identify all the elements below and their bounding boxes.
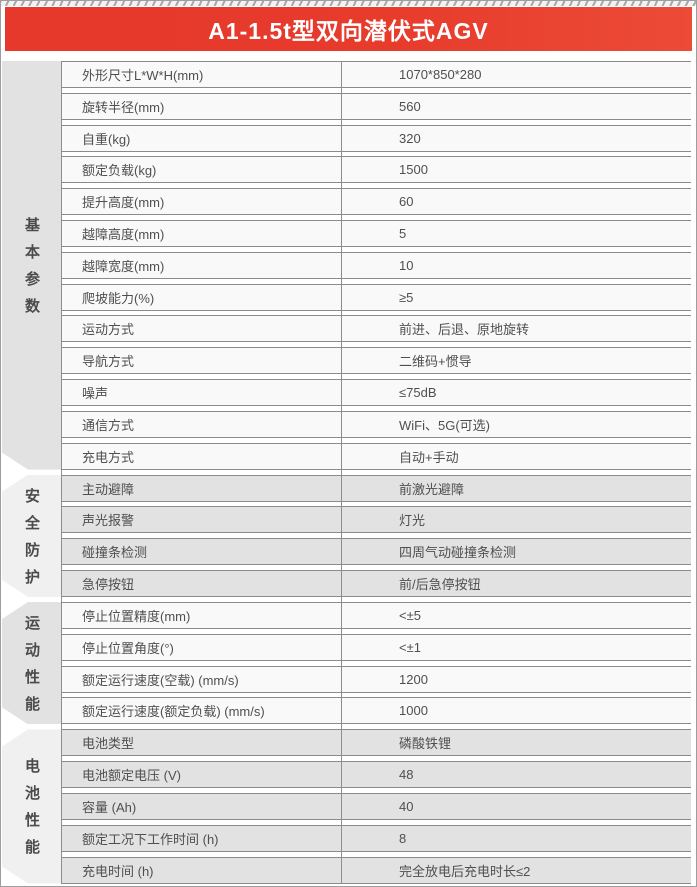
column-divider-line: [341, 61, 342, 884]
spec-table: 基本参数 外形尺寸L*W*H(mm) 1070*850*280 旋转半径(mm)…: [2, 57, 691, 884]
spec-label: 声光报警: [82, 513, 135, 529]
spec-label: 额定运行速度(额定负载) (mm/s): [82, 704, 265, 720]
spec-label: 提升高度(mm): [82, 195, 165, 211]
table-row: 提升高度(mm) 60: [62, 188, 691, 216]
table-row: 额定工况下工作时间 (h) 8: [62, 824, 691, 852]
rows-basic-params: 外形尺寸L*W*H(mm) 1070*850*280 旋转半径(mm) 560 …: [62, 61, 691, 470]
spec-value: <±5: [399, 607, 421, 623]
spec-label: 自重(kg): [82, 131, 131, 147]
spec-value: 60: [399, 194, 414, 210]
table-row: 噪声 ≤75dB: [62, 378, 691, 406]
spec-label: 主动避障: [82, 481, 135, 497]
table-row: 通信方式 WiFi、5G(可选): [62, 410, 691, 438]
table-row: 外形尺寸L*W*H(mm) 1070*850*280: [62, 61, 691, 88]
spec-value: 四周气动碰撞条检测: [399, 545, 517, 561]
spec-value: 前/后急停按钮: [399, 576, 481, 592]
spec-label: 额定负载(kg): [82, 163, 157, 179]
section-safety: 安全防护 主动避障 前激光避障 声光报警 灯光 碰撞条检测 四周气动碰撞条检测 …: [2, 474, 691, 597]
spec-value: 1000: [399, 703, 428, 719]
spec-value: 1500: [399, 162, 428, 178]
spec-value: <±1: [399, 639, 421, 655]
spec-value: 1200: [399, 671, 428, 687]
table-row: 额定运行速度(额定负载) (mm/s) 1000: [62, 697, 691, 725]
spec-value: 磷酸铁锂: [399, 736, 452, 752]
spec-value: ≥5: [399, 289, 414, 305]
spec-value: 5: [399, 225, 407, 241]
spec-value: WiFi、5G(可选): [399, 417, 490, 433]
spec-value: 1070*850*280: [399, 67, 482, 82]
spec-label: 导航方式: [82, 354, 135, 370]
section-motion: 运动性能 停止位置精度(mm) <±5 停止位置角度(°) <±1 额定运行速度…: [2, 601, 691, 725]
spec-label: 停止位置角度(°): [82, 640, 174, 656]
spec-value: 40: [399, 798, 414, 814]
rows-battery: 电池类型 磷酸铁锂 电池额定电压 (V) 48 容量 (Ah) 40 额定工况下…: [62, 729, 691, 884]
table-row: 导航方式 二维码+惯导: [62, 347, 691, 375]
spec-label: 充电时间 (h): [82, 863, 154, 879]
spec-value: ≤75dB: [399, 384, 437, 400]
spec-label: 爬坡能力(%): [82, 290, 155, 306]
page-title: A1-1.5t型双向潜伏式AGV: [208, 18, 489, 44]
table-row: 爬坡能力(%) ≥5: [62, 283, 691, 311]
table-row: 碰撞条检测 四周气动碰撞条检测: [62, 538, 691, 566]
table-row: 电池类型 磷酸铁锂: [62, 729, 691, 757]
table-row: 额定运行速度(空载) (mm/s) 1200: [62, 665, 691, 693]
spec-label: 容量 (Ah): [82, 799, 137, 815]
spec-value: 10: [399, 257, 414, 273]
table-row: 旋转半径(mm) 560: [62, 92, 691, 120]
table-row: 充电时间 (h) 完全放电后充电时长≤2: [62, 856, 691, 884]
table-row: 越障宽度(mm) 10: [62, 251, 691, 279]
spec-label: 噪声: [82, 385, 109, 401]
section-title-safety: 安全防护: [2, 475, 61, 597]
spec-label: 运动方式: [82, 322, 135, 338]
spec-label: 旋转半径(mm): [82, 99, 165, 115]
spec-value: 8: [399, 830, 407, 846]
table-row: 越障高度(mm) 5: [62, 219, 691, 247]
spec-label: 碰撞条检测: [82, 545, 148, 561]
spec-label: 额定工况下工作时间 (h): [82, 831, 219, 847]
spec-value: 二维码+惯导: [399, 354, 472, 370]
spec-label: 充电方式: [82, 449, 135, 465]
spec-label: 电池额定电压 (V): [82, 768, 181, 784]
spec-value: 前进、后退、原地旋转: [399, 322, 530, 338]
section-title-motion: 运动性能: [2, 602, 61, 724]
spec-label: 急停按钮: [82, 576, 135, 592]
table-row: 停止位置精度(mm) <±5: [62, 601, 691, 629]
spec-label: 额定运行速度(空载) (mm/s): [82, 672, 239, 688]
table-row: 电池额定电压 (V) 48: [62, 761, 691, 789]
spec-label: 通信方式: [82, 417, 135, 433]
table-row: 急停按钮 前/后急停按钮: [62, 569, 691, 597]
table-row: 额定负载(kg) 1500: [62, 156, 691, 184]
spec-value: 前激光避障: [399, 481, 465, 497]
hazard-stripe-bar: [0, 0, 697, 6]
table-row: 声光报警 灯光: [62, 506, 691, 534]
rows-motion: 停止位置精度(mm) <±5 停止位置角度(°) <±1 额定运行速度(空载) …: [62, 601, 691, 725]
table-row: 充电方式 自动+手动: [62, 442, 691, 470]
spec-label: 外形尺寸L*W*H(mm): [82, 68, 204, 83]
spec-value: 48: [399, 767, 414, 783]
table-row: 容量 (Ah) 40: [62, 792, 691, 820]
section-basic-params: 基本参数 外形尺寸L*W*H(mm) 1070*850*280 旋转半径(mm)…: [2, 61, 691, 470]
section-title-battery: 电池性能: [2, 729, 61, 883]
sidebar-divider-line: [61, 61, 62, 884]
spec-value: 完全放电后充电时长≤2: [399, 863, 531, 879]
section-battery: 电池性能 电池类型 磷酸铁锂 电池额定电压 (V) 48 容量 (Ah) 40 …: [2, 729, 691, 884]
table-row: 停止位置角度(°) <±1: [62, 633, 691, 661]
section-title-basic-params: 基本参数: [2, 61, 61, 470]
spec-value: 320: [399, 130, 421, 146]
table-row: 自重(kg) 320: [62, 124, 691, 152]
spec-value: 560: [399, 98, 421, 114]
table-row: 主动避障 前激光避障: [62, 474, 691, 502]
rows-safety: 主动避障 前激光避障 声光报警 灯光 碰撞条检测 四周气动碰撞条检测 急停按钮 …: [62, 474, 691, 597]
spec-value: 自动+手动: [399, 449, 459, 465]
spec-value: 灯光: [399, 513, 426, 529]
title-banner: A1-1.5t型双向潜伏式AGV: [5, 7, 692, 51]
spec-label: 电池类型: [82, 736, 135, 752]
spec-label: 越障宽度(mm): [82, 258, 165, 274]
spec-label: 停止位置精度(mm): [82, 608, 191, 624]
table-row: 运动方式 前进、后退、原地旋转: [62, 315, 691, 343]
spec-label: 越障高度(mm): [82, 226, 165, 242]
